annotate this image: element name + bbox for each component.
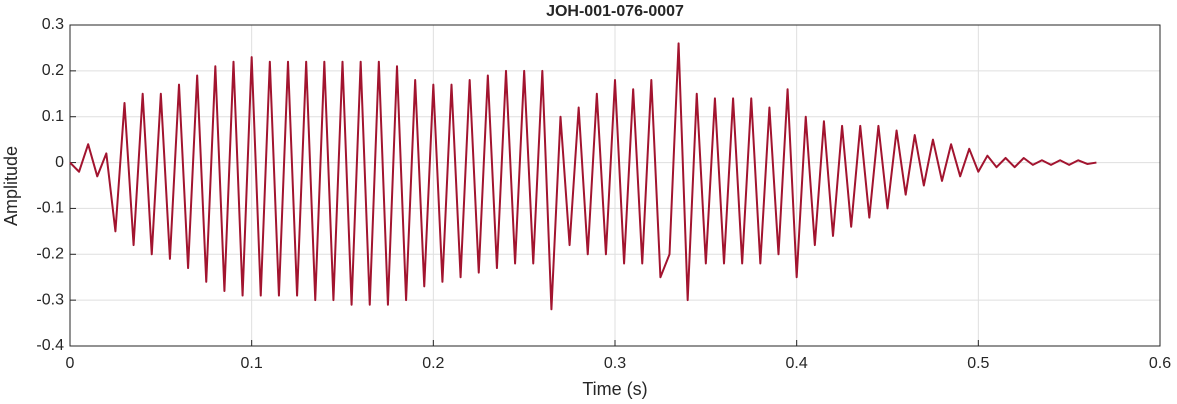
y-tick-label: -0.1 bbox=[36, 200, 64, 217]
waveform bbox=[69, 42, 1097, 311]
x-axis-label: Time (s) bbox=[582, 379, 647, 399]
x-tick-label: 0.4 bbox=[786, 355, 808, 372]
x-tick-label: 0 bbox=[66, 355, 75, 372]
y-tick-label: 0 bbox=[55, 154, 64, 171]
x-tick-label: 0.3 bbox=[604, 355, 626, 372]
y-tick-label: -0.3 bbox=[36, 291, 64, 308]
y-tick-label: 0.3 bbox=[42, 16, 64, 33]
x-tick-label: 0.5 bbox=[967, 355, 989, 372]
y-tick-label: 0.2 bbox=[42, 62, 64, 79]
x-tick-label: 0.6 bbox=[1149, 355, 1171, 372]
y-tick-label: -0.2 bbox=[36, 246, 64, 263]
y-tick-label: 0.1 bbox=[42, 108, 64, 125]
chart-title: JOH-001-076-0007 bbox=[546, 3, 684, 20]
x-tick-label: 0.1 bbox=[241, 355, 263, 372]
x-tick-label: 0.2 bbox=[422, 355, 444, 372]
plot-frame bbox=[69, 24, 1161, 347]
y-tick-label: -0.4 bbox=[36, 337, 64, 354]
y-axis-label: Amplitude bbox=[1, 146, 21, 226]
